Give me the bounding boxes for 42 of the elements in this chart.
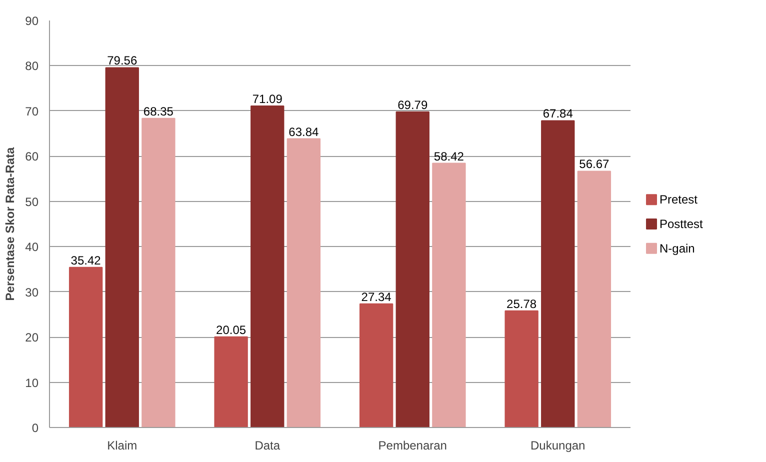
y-tick-label: 40 — [25, 240, 39, 254]
bar — [396, 111, 430, 428]
data-label: 25.78 — [506, 296, 537, 311]
x-tick-label: Dukungan — [530, 438, 586, 452]
bar — [105, 67, 139, 428]
data-label: 63.84 — [288, 124, 320, 139]
y-tick-label: 20 — [25, 330, 39, 345]
bar — [68, 266, 103, 428]
x-tick-label: Pembenaran — [378, 438, 447, 452]
y-tick-label: 70 — [25, 104, 39, 118]
bar — [286, 138, 321, 428]
data-label: 71.09 — [252, 92, 283, 106]
data-label: 69.79 — [398, 98, 428, 112]
data-label: 58.42 — [434, 149, 464, 164]
y-tick-label: 80 — [25, 59, 39, 74]
bar — [541, 120, 575, 428]
y-tick-label: 60 — [25, 150, 39, 164]
data-label: 35.42 — [70, 253, 102, 268]
bar — [359, 303, 394, 428]
bar — [432, 162, 466, 428]
bar — [142, 118, 176, 428]
data-label: 27.34 — [361, 290, 392, 304]
data-label: 67.84 — [542, 106, 574, 121]
bar — [250, 106, 284, 428]
bar — [504, 310, 538, 428]
data-label: 68.35 — [143, 104, 174, 118]
data-label: 56.67 — [579, 157, 610, 172]
legend-label: Posttest — [660, 217, 704, 231]
y-tick-label: 0 — [32, 421, 39, 435]
legend-label: Pretest — [660, 192, 698, 207]
x-tick-label: Klaim — [107, 438, 138, 452]
legend-label: N-gain — [660, 241, 695, 256]
y-axis-title: Persentase Skor Rata-Rata — [3, 146, 18, 301]
bar — [577, 170, 612, 428]
y-tick-label: 90 — [25, 14, 39, 28]
data-label: 79.56 — [107, 54, 138, 68]
x-tick-label: Data — [254, 438, 280, 452]
data-label: 20.05 — [216, 322, 246, 337]
y-tick-label: 30 — [25, 285, 39, 300]
bar — [214, 336, 248, 428]
y-tick-label: 10 — [25, 376, 39, 390]
y-tick-label: 50 — [25, 194, 39, 209]
